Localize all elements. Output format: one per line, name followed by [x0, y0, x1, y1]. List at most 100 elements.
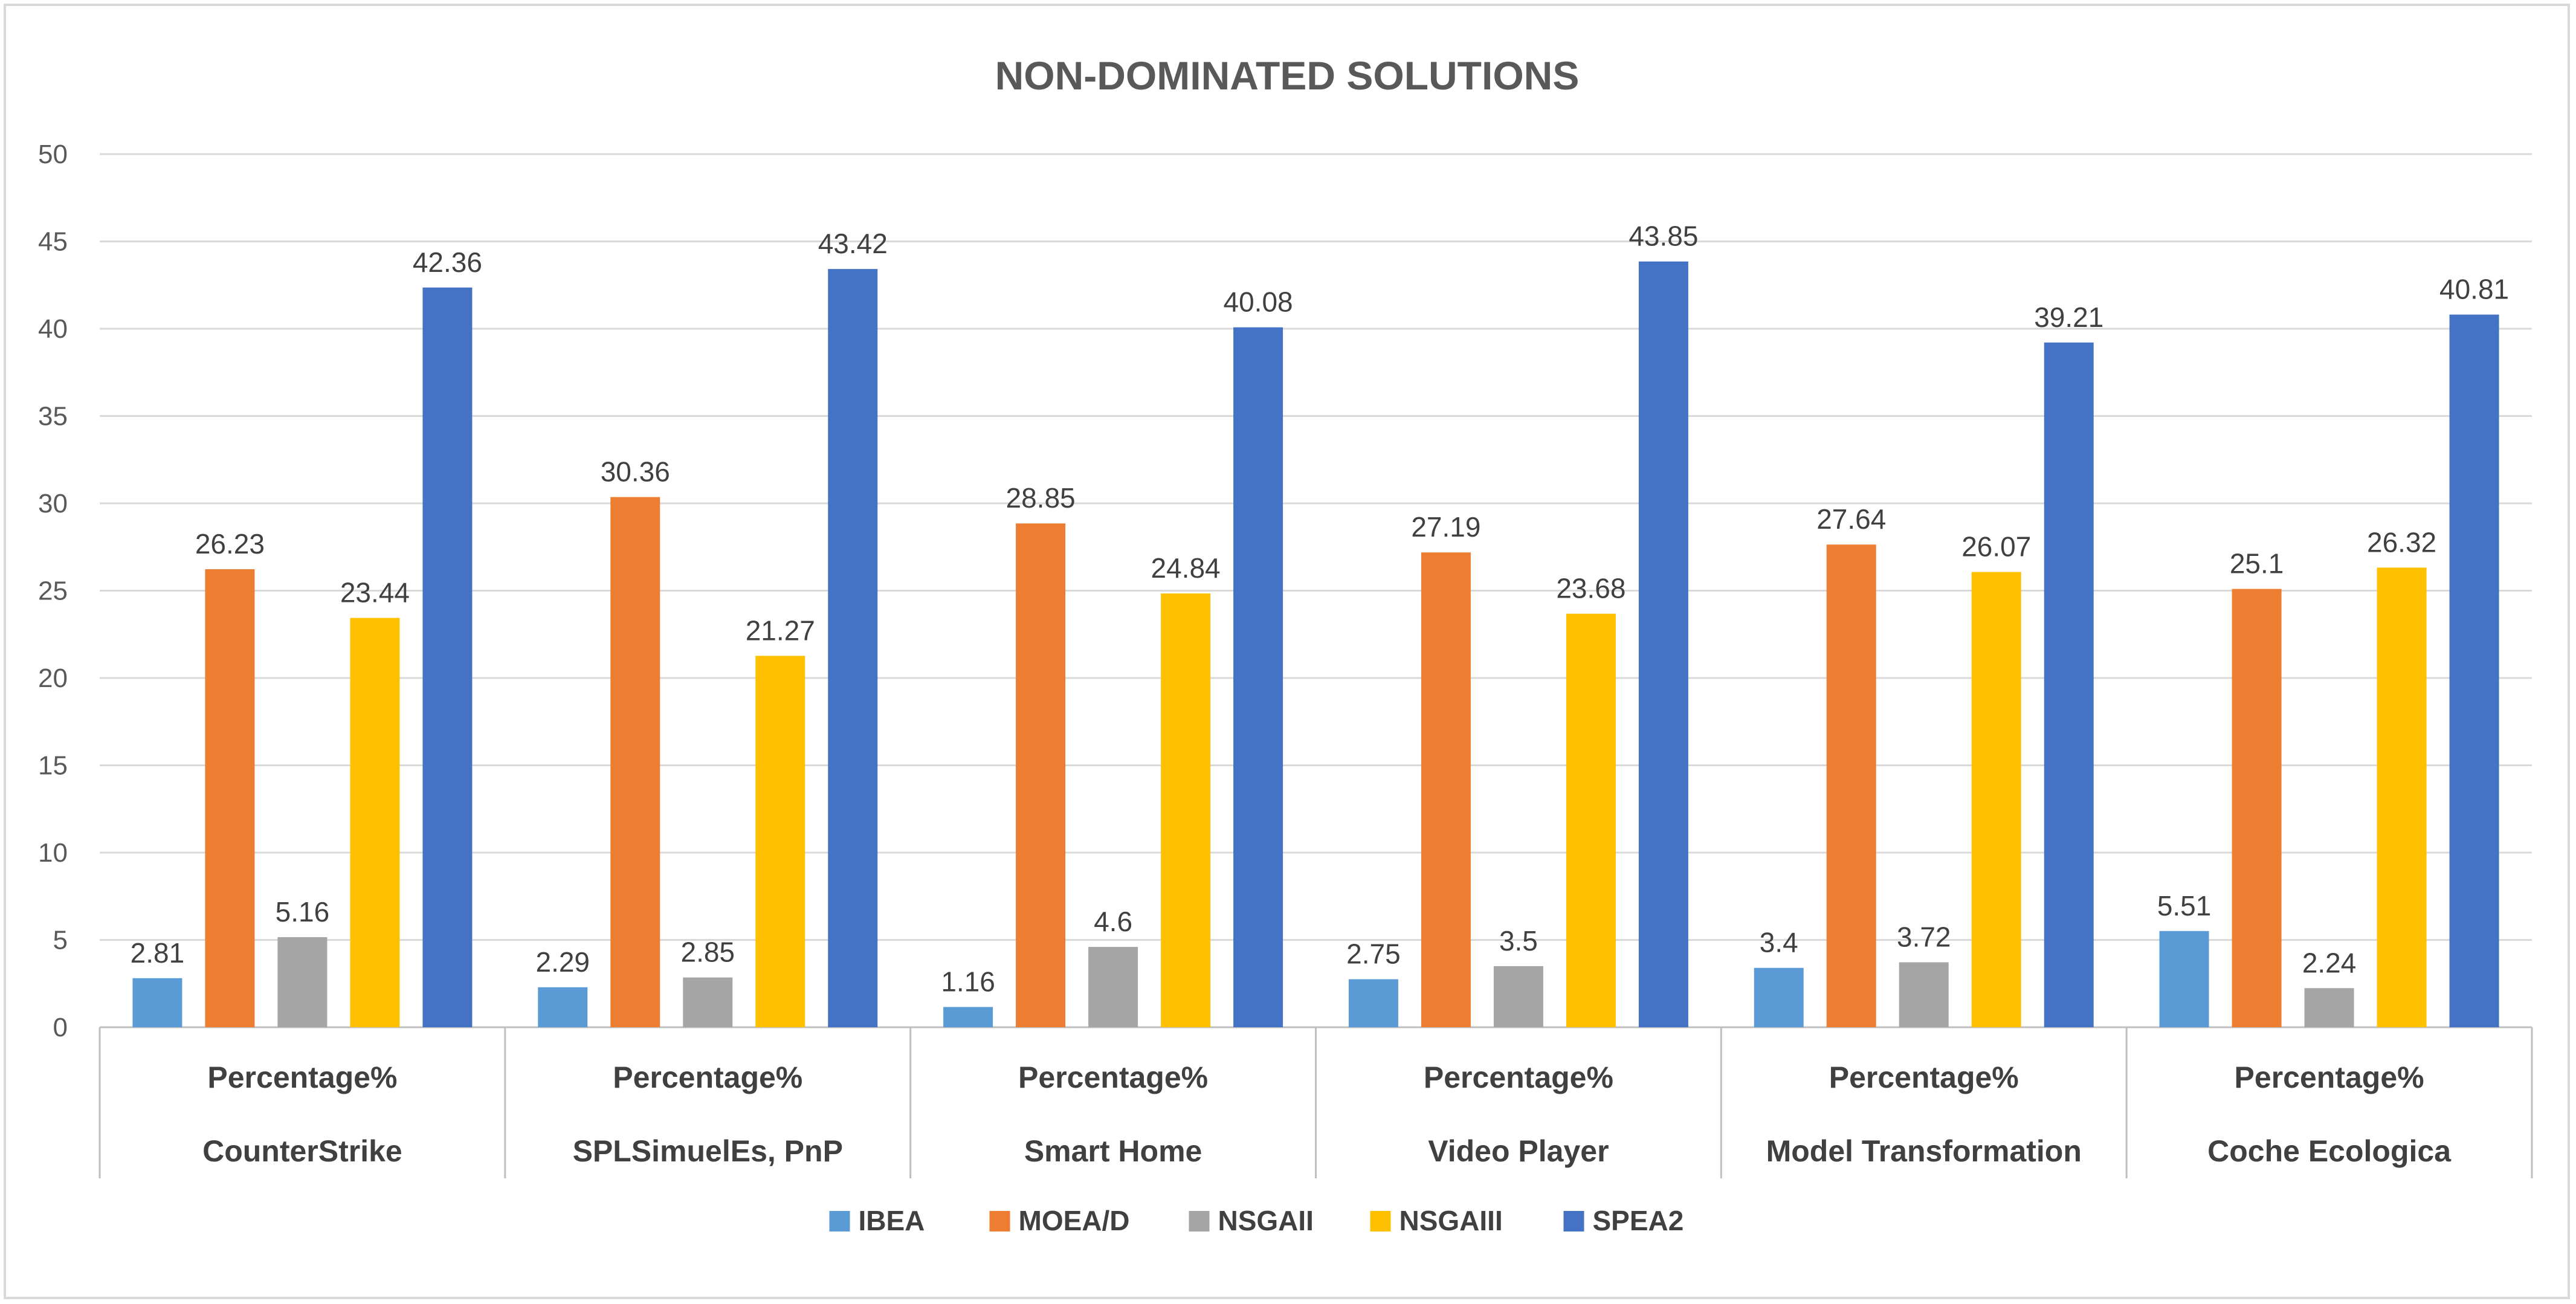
y-tick-label: 50 [38, 140, 68, 169]
data-label: 23.68 [1556, 573, 1625, 604]
data-label: 1.16 [941, 966, 995, 997]
data-label: 27.19 [1411, 511, 1480, 543]
bar-ibea [2159, 931, 2209, 1027]
legend-item-spea2[interactable]: SPEA2 [1563, 1205, 1684, 1236]
legend-swatch [1563, 1211, 1584, 1231]
y-tick-label: 40 [38, 314, 68, 344]
x-tick-label-inner: Percentage% [1424, 1060, 1613, 1094]
bar-spea2 [422, 287, 473, 1027]
data-label: 40.81 [2439, 274, 2509, 305]
data-label: 26.32 [2367, 526, 2436, 558]
data-label: 43.42 [818, 228, 888, 259]
legend-item-moea-d[interactable]: MOEA/D [989, 1205, 1130, 1236]
legend: IBEA MOEA/D NSGAII NSGAIII SPEA2 [829, 1205, 1684, 1236]
data-label: 4.6 [1094, 906, 1132, 937]
x-tick-label-outer: SPLSimuelEs, PnP [573, 1134, 843, 1168]
data-label: 21.27 [746, 615, 815, 646]
data-label: 5.51 [2157, 890, 2212, 922]
chart-title: NON-DOMINATED SOLUTIONS [995, 53, 1580, 98]
y-tick-label: 35 [38, 402, 68, 431]
bar-nsgaii [1493, 966, 1543, 1027]
y-tick-label: 45 [38, 227, 68, 257]
bar-spea2 [2044, 342, 2094, 1027]
data-label: 27.64 [1816, 503, 1886, 535]
bar-moea-d [1826, 544, 1876, 1027]
data-label: 40.08 [1224, 286, 1293, 318]
y-tick-label: 5 [53, 926, 68, 955]
x-tick-label-inner: Percentage% [613, 1060, 802, 1094]
bar-nsgaii [277, 937, 328, 1027]
bar-nsgaiii [350, 618, 400, 1027]
bar-moea-d [2232, 589, 2282, 1027]
x-tick-label-inner: Percentage% [2235, 1060, 2424, 1094]
category-axis: Percentage% Percentage% Percentage% Percent… [98, 1027, 2533, 1178]
legend-swatch [989, 1211, 1010, 1231]
bar-nsgaiii [1161, 593, 1211, 1027]
bar-nsgaii [683, 977, 733, 1027]
y-tick-label: 10 [38, 838, 68, 868]
y-axis-ticks: 0 5 10 15 20 25 30 35 40 45 50 [38, 140, 68, 1042]
data-label: 39.21 [2034, 302, 2103, 333]
bar-moea-d [1421, 552, 1471, 1027]
bar-spea2 [2449, 314, 2499, 1027]
y-tick-label: 25 [38, 576, 68, 606]
bar-moea-d [610, 497, 660, 1027]
y-tick-label: 15 [38, 751, 68, 781]
x-tick-label-outer: Video Player [1428, 1134, 1609, 1168]
bar-moea-d [205, 569, 255, 1027]
legend-swatch [1189, 1211, 1210, 1231]
legend-label: SPEA2 [1593, 1205, 1684, 1236]
data-label: 3.4 [1760, 927, 1798, 958]
x-tick-label-outer: Model Transformation [1766, 1134, 2082, 1168]
legend-label: NSGAIII [1399, 1205, 1503, 1236]
data-label: 26.07 [1961, 531, 2031, 563]
data-label: 3.5 [1499, 925, 1538, 957]
x-tick-label-inner: Percentage% [1829, 1060, 2019, 1094]
data-label: 24.84 [1151, 552, 1221, 584]
legend-item-nsgaiii[interactable]: NSGAIII [1370, 1205, 1503, 1236]
bar-spea2 [1638, 261, 1688, 1027]
x-tick-label-outer: Coche Ecologica [2207, 1134, 2452, 1168]
bar-nsgaiii [1566, 613, 1616, 1027]
legend-swatch [829, 1211, 850, 1231]
gridlines [100, 153, 2532, 1028]
data-label: 2.24 [2302, 947, 2357, 978]
bar-ibea [1754, 967, 1804, 1027]
bar-nsgaii [2304, 988, 2354, 1027]
legend-label: IBEA [859, 1205, 925, 1236]
bar-ibea [132, 978, 182, 1027]
bar-nsgaiii [1971, 572, 2021, 1027]
x-tick-label-outer: Smart Home [1024, 1134, 1202, 1168]
data-label: 3.72 [1897, 921, 1951, 952]
data-label: 42.36 [413, 247, 482, 278]
bar-ibea [538, 987, 588, 1027]
x-tick-label-inner: Percentage% [1018, 1060, 1208, 1094]
data-label: 43.85 [1629, 221, 1698, 252]
legend-item-nsgaii[interactable]: NSGAII [1189, 1205, 1314, 1236]
bar-nsgaii [1088, 947, 1138, 1027]
data-label: 26.23 [195, 528, 265, 560]
data-labels: 2.81 2.29 1.16 2.75 3.4 5.51 26.23 30.36 28.85 27… [131, 221, 2509, 998]
bars [132, 261, 2499, 1027]
data-label: 2.85 [680, 937, 735, 968]
bar-ibea [1348, 979, 1398, 1027]
bar-ibea [943, 1007, 993, 1027]
bar-spea2 [1233, 327, 1283, 1027]
data-label: 2.29 [535, 946, 590, 978]
y-tick-label: 20 [38, 663, 68, 693]
bar-nsgaiii [755, 656, 805, 1027]
bar-moea-d [1016, 523, 1066, 1027]
data-label: 25.1 [2230, 548, 2284, 579]
legend-item-ibea[interactable]: IBEA [829, 1205, 925, 1236]
data-label: 28.85 [1006, 482, 1076, 514]
data-label: 2.75 [1346, 938, 1401, 970]
y-tick-label: 0 [53, 1013, 68, 1042]
bar-spea2 [828, 269, 878, 1027]
y-tick-label: 30 [38, 489, 68, 518]
legend-swatch [1370, 1211, 1391, 1231]
data-label: 5.16 [276, 896, 330, 928]
bar-nsgaiii [2377, 567, 2427, 1027]
x-tick-label-inner: Percentage% [207, 1060, 397, 1094]
data-label: 2.81 [131, 937, 185, 969]
